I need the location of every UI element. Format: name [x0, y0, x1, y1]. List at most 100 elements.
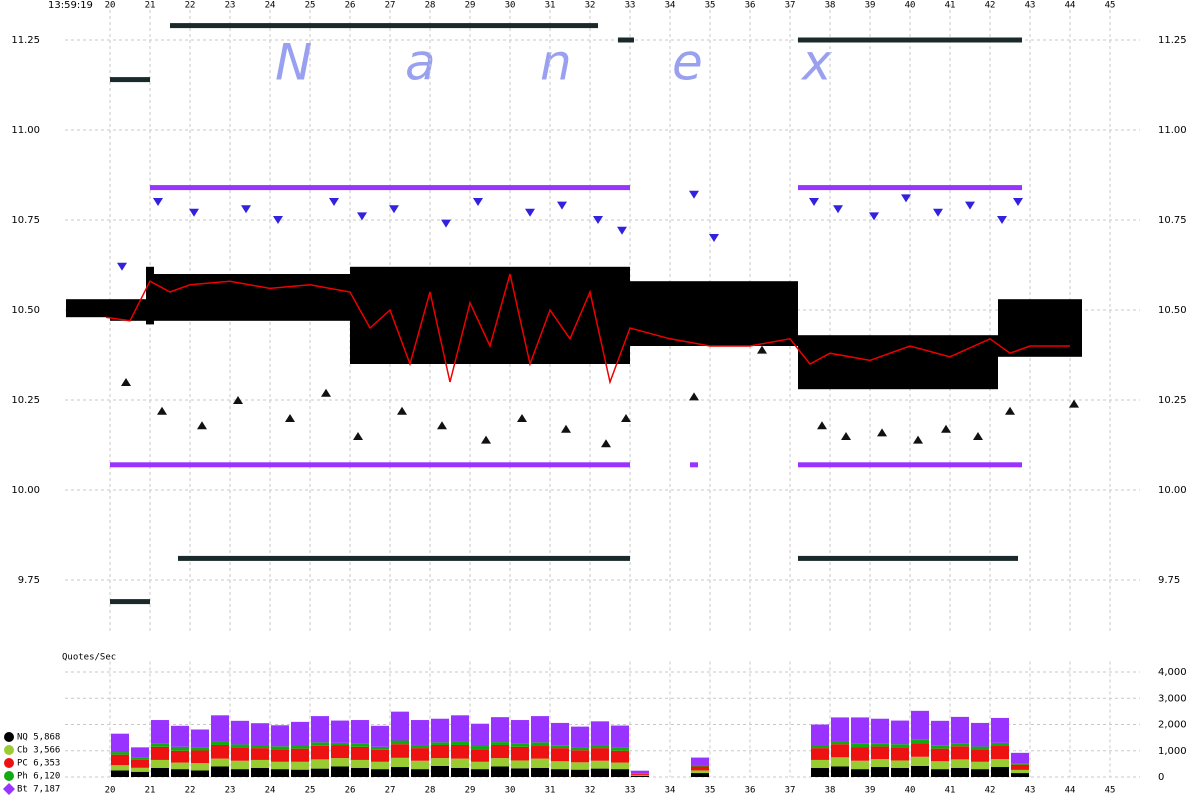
rate-bar — [331, 758, 349, 767]
quote-marker — [321, 388, 331, 397]
rate-bar — [571, 726, 589, 748]
x-tick-label: 27 — [385, 1, 396, 11]
rate-bar — [931, 720, 949, 746]
quote-marker — [285, 414, 295, 422]
rate-bar — [251, 767, 269, 777]
rate-bar — [291, 721, 309, 746]
rate-bar — [511, 720, 529, 744]
rate-bar — [591, 760, 609, 769]
x-tick-label: 30 — [505, 786, 516, 796]
rate-bar — [551, 761, 569, 770]
quote-marker — [525, 208, 535, 217]
rate-bar — [151, 767, 169, 777]
quote-marker — [441, 219, 451, 228]
rate-bar — [131, 771, 149, 777]
rate-bar — [371, 725, 389, 747]
rate-bar — [171, 746, 189, 751]
rate-bar — [191, 770, 209, 777]
rate-bar — [471, 723, 489, 747]
quote-marker — [689, 392, 699, 401]
rate-bar — [291, 748, 309, 762]
rate-bar — [231, 720, 249, 745]
quote-marker — [997, 216, 1007, 224]
rate-bar — [351, 767, 369, 777]
x-tick-label: 41 — [945, 786, 956, 796]
rate-bar — [371, 746, 389, 750]
quote-marker — [817, 421, 827, 430]
rate-bar — [251, 723, 269, 746]
quote-marker — [389, 205, 399, 214]
rate-bar — [991, 746, 1009, 760]
rate-bar — [411, 769, 429, 777]
x-tick-label: 44 — [1065, 1, 1076, 11]
y-tick-label: 10.00 — [11, 485, 40, 496]
y-tick-label: 10.00 — [1158, 485, 1187, 496]
quote-marker — [233, 396, 243, 404]
rate-bar — [611, 725, 629, 748]
rate-bar — [371, 769, 389, 777]
rate-bar — [111, 765, 129, 771]
rate-bar — [831, 766, 849, 777]
quote-marker — [841, 432, 851, 440]
y-tick-label: 9.75 — [1158, 575, 1180, 586]
quote-marker — [709, 234, 719, 242]
rate-bar — [211, 744, 229, 759]
rate-bar — [471, 769, 489, 777]
nbbo-band — [146, 266, 154, 325]
rate-bar — [471, 749, 489, 762]
rate-bar — [211, 715, 229, 742]
rate-bar — [311, 716, 329, 743]
y-tick-label: 11.00 — [11, 125, 40, 136]
quote-marker — [1013, 198, 1023, 206]
x-tick-label: 23 — [225, 1, 236, 11]
rate-bar — [351, 743, 369, 747]
rate-bar — [891, 760, 909, 768]
rate-bar — [331, 742, 349, 746]
x-tick-label: 29 — [465, 786, 476, 796]
rate-bar — [811, 724, 829, 746]
rate-bar — [451, 715, 469, 742]
watermark-letter: n — [540, 34, 572, 92]
rate-bar — [311, 742, 329, 746]
rate-bar — [151, 759, 169, 768]
quote-marker — [933, 208, 943, 217]
x-tick-label: 33 — [625, 786, 636, 796]
rate-bar — [311, 745, 329, 760]
rate-bar — [391, 767, 409, 777]
x-tick-label: 38 — [825, 786, 836, 796]
legend-marker — [4, 771, 14, 781]
rate-bar — [871, 759, 889, 768]
quote-marker — [561, 424, 571, 433]
rate-bar — [131, 747, 149, 758]
quote-marker — [1005, 406, 1015, 415]
rate-bar — [931, 748, 949, 762]
x-tick-label: 39 — [865, 1, 876, 11]
rate-bar — [351, 759, 369, 768]
watermark-letter: x — [800, 34, 832, 92]
x-tick-label: 31 — [545, 1, 556, 11]
rate-bar — [851, 760, 869, 770]
x-tick-label: 36 — [745, 1, 756, 11]
rate-bar — [571, 769, 589, 777]
rate-bar — [351, 720, 369, 744]
rate-bar — [451, 744, 469, 759]
rate-bar — [931, 745, 949, 749]
rate-bar — [811, 767, 829, 777]
rate-bar — [691, 770, 709, 774]
rate-bar — [251, 759, 269, 768]
rate-bar — [531, 767, 549, 777]
rate-bar — [691, 765, 709, 767]
rate-bar — [851, 769, 869, 777]
rate-bar — [391, 740, 409, 745]
x-tick-label: 24 — [265, 786, 276, 796]
quote-marker — [877, 428, 887, 437]
rate-bar — [911, 739, 929, 744]
rate-bar — [871, 767, 889, 777]
quote-marker — [869, 212, 879, 221]
y-tick-label: 10.75 — [11, 215, 40, 226]
legend-marker — [4, 732, 14, 742]
x-tick-label: 32 — [585, 1, 596, 11]
y-tick-label: 3,000 — [1158, 693, 1187, 704]
